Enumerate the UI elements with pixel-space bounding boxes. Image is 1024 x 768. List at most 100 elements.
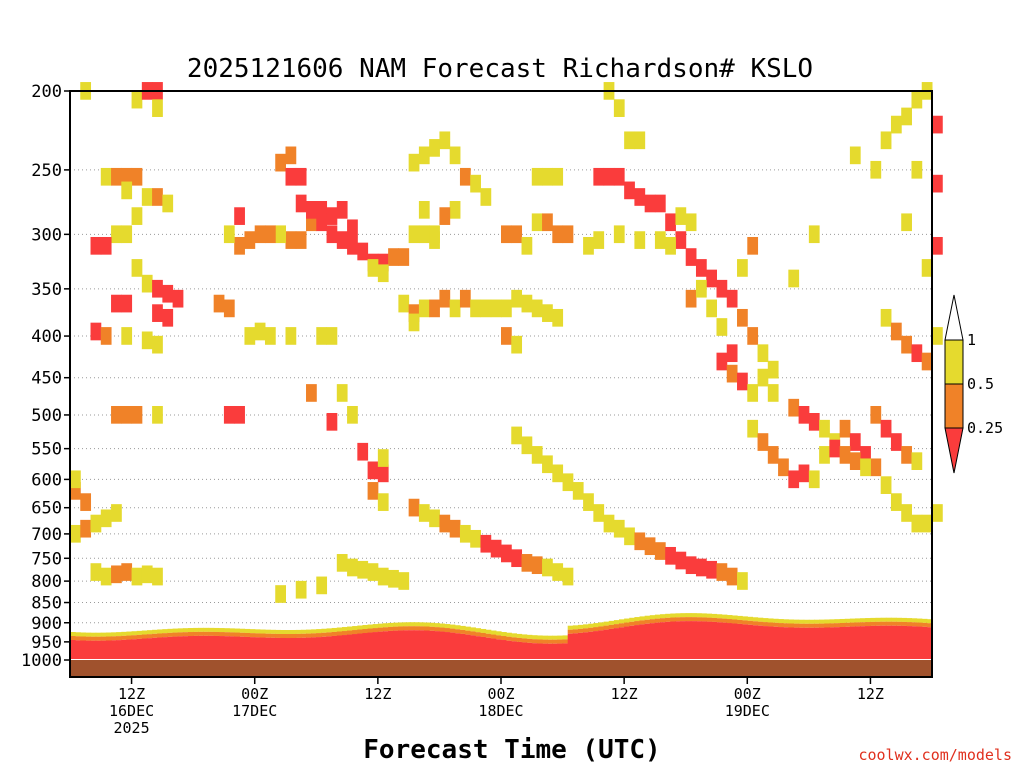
surface-orange-2.5 <box>95 636 102 641</box>
surface-orange-23.5 <box>311 633 317 638</box>
ri-cell-26 <box>152 304 163 322</box>
surface-yellow-76 <box>849 618 856 623</box>
ri-cell-256 <box>459 524 471 543</box>
surface-orange-31.5 <box>393 626 399 631</box>
surface-orange-68 <box>767 622 774 627</box>
surface-yellow-5 <box>121 631 128 636</box>
surface-red-72.5 <box>813 627 820 660</box>
ri-cell-128 <box>562 225 574 244</box>
ri-cell-41 <box>285 167 297 186</box>
surface-yellow-10.5 <box>177 628 184 633</box>
surface-red-21 <box>285 638 292 660</box>
ri-cell-258 <box>480 534 492 553</box>
surface-orange-5.5 <box>126 635 133 640</box>
ri-cell-170 <box>726 364 738 383</box>
ri-cell-98 <box>408 153 420 172</box>
surface-orange-14.5 <box>218 632 225 637</box>
surface-red-8.5 <box>157 637 163 660</box>
ri-cell-104 <box>470 174 481 193</box>
ri-cell-75 <box>285 327 297 345</box>
ri-cell-69 <box>377 264 389 283</box>
surface-orange-58 <box>665 617 671 622</box>
surface-orange-69 <box>778 623 784 628</box>
ri-cell-102 <box>449 146 461 165</box>
surface-yellow-35 <box>429 622 435 627</box>
ri-cell-116 <box>521 294 533 313</box>
surface-red-63.5 <box>721 622 728 660</box>
surface-red-44 <box>521 642 528 660</box>
ri-cell-113 <box>490 299 502 318</box>
surface-yellow-7 <box>141 630 148 635</box>
ri-cell-151 <box>654 231 666 249</box>
surface-yellow-73.5 <box>824 619 830 624</box>
surface-red-25 <box>326 636 333 660</box>
ri-cell-150 <box>634 231 646 249</box>
ri-cell-200 <box>808 470 820 489</box>
surface-orange-15.5 <box>229 632 235 637</box>
surface-yellow-60 <box>685 613 692 618</box>
ri-cell-156 <box>716 279 728 298</box>
ri-cell-106 <box>449 201 461 219</box>
ri-cell-219 <box>829 439 841 458</box>
ri-cell-56 <box>234 207 245 225</box>
surface-red-34.5 <box>424 630 430 660</box>
ri-cell-225 <box>890 433 902 451</box>
surface-red-51 <box>593 631 600 660</box>
surface-red-60.5 <box>690 621 697 660</box>
surface-orange-44 <box>521 638 528 643</box>
y-tick-label-800: 800 <box>31 572 62 592</box>
surface-red-81.5 <box>906 626 913 660</box>
ri-cell-235 <box>583 493 594 511</box>
ri-cell-178 <box>890 115 902 134</box>
ri-cell-213 <box>757 368 769 387</box>
surface-orange-0.5 <box>75 636 81 641</box>
ri-cell-11 <box>141 188 153 206</box>
surface-red-49 <box>572 633 579 660</box>
surface-yellow-29.5 <box>372 624 379 629</box>
ri-cell-96 <box>449 299 461 318</box>
surface-orange-38 <box>459 629 466 634</box>
surface-yellow-37.5 <box>454 625 461 630</box>
surface-layer <box>70 613 933 677</box>
ri-cell-279 <box>111 565 122 584</box>
ri-cell-89 <box>418 225 430 244</box>
surface-red-50.5 <box>588 631 594 660</box>
surface-red-16.5 <box>239 636 246 660</box>
surface-red-6 <box>131 639 138 660</box>
surface-orange-12 <box>193 631 199 636</box>
surface-yellow-33 <box>408 622 415 627</box>
ri-cell-184 <box>880 308 892 327</box>
surface-red-82 <box>911 626 918 660</box>
surface-yellow-72 <box>808 619 815 624</box>
legend-label-1: 0.5 <box>967 375 994 393</box>
surface-orange-28.5 <box>362 629 369 634</box>
surface-red-25.5 <box>331 635 338 660</box>
surface-yellow-75.5 <box>844 618 851 623</box>
surface-red-52 <box>603 629 610 660</box>
surface-orange-82 <box>911 622 918 627</box>
ri-cell-38 <box>234 405 245 424</box>
surface-yellow-69.5 <box>783 619 789 624</box>
ri-cell-250 <box>737 572 748 590</box>
surface-orange-53 <box>613 624 620 629</box>
surface-yellow-25 <box>326 628 333 633</box>
surface-orange-10.5 <box>177 632 184 637</box>
surface-yellow-11 <box>182 628 189 633</box>
ri-cell-183 <box>901 213 912 232</box>
surface-yellow-26.5 <box>341 627 348 632</box>
surface-orange-73.5 <box>824 623 830 628</box>
surface-yellow-12.5 <box>198 627 205 632</box>
surface-orange-67.5 <box>762 622 769 627</box>
ri-cell-277 <box>90 563 102 581</box>
surface-yellow-0.5 <box>75 632 81 637</box>
surface-yellow-80.5 <box>896 617 902 622</box>
surface-orange-21 <box>285 634 292 639</box>
surface-yellow-2 <box>90 632 97 637</box>
surface-red-27 <box>347 634 353 660</box>
surface-yellow-41 <box>490 630 497 635</box>
surface-yellow-65.5 <box>742 616 748 621</box>
surface-yellow-42 <box>501 632 507 637</box>
ri-cell-27 <box>162 308 174 327</box>
surface-yellow-7.5 <box>146 630 153 635</box>
